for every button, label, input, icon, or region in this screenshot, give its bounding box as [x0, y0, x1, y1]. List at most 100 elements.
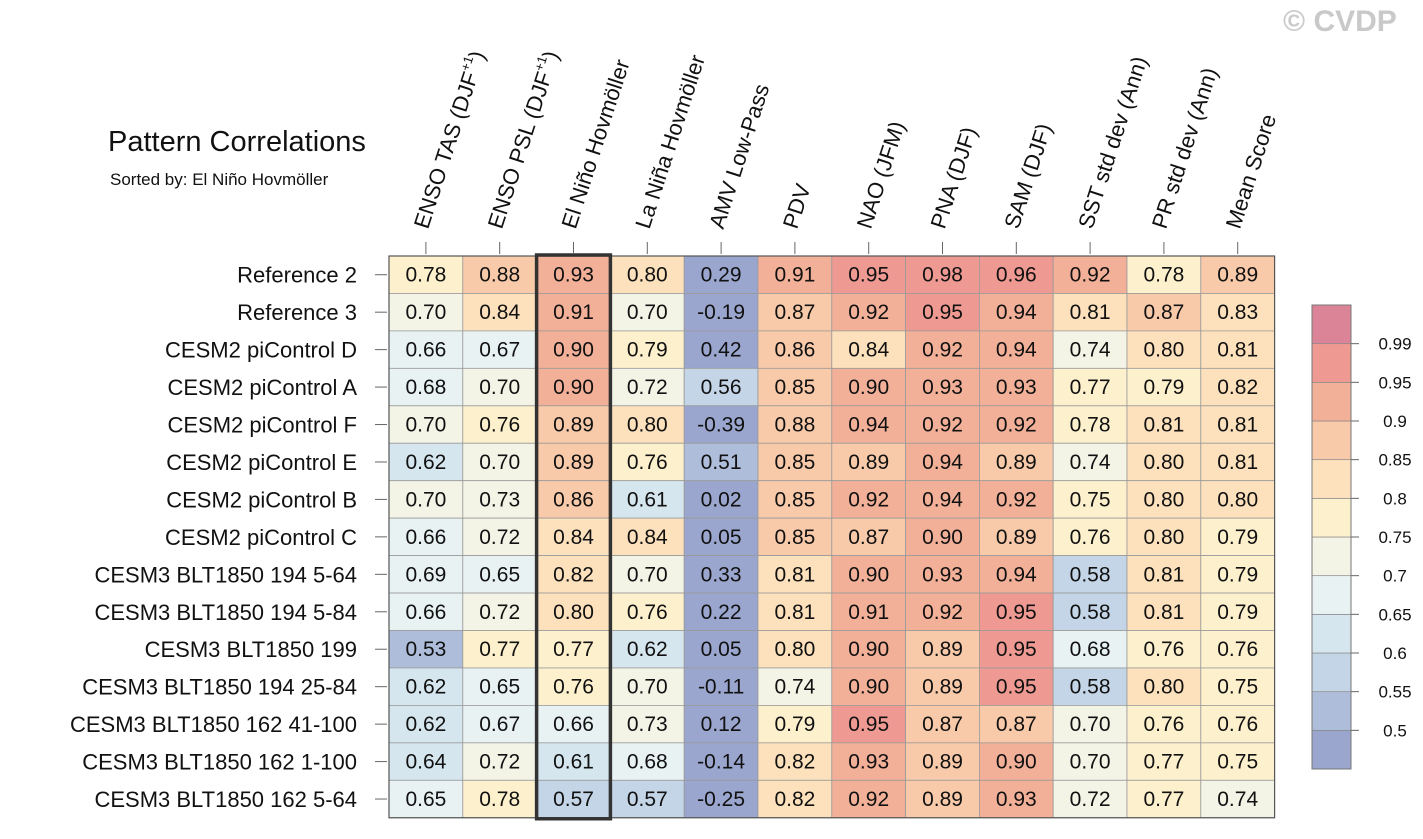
- cell-value-label: 0.92: [922, 339, 963, 362]
- column-label: PNA (DJF): [925, 124, 981, 232]
- row-label: CESM3 BLT1850 199: [145, 637, 357, 662]
- heatmap-cell: [979, 667, 1054, 706]
- cell-value-label: 0.81: [1143, 563, 1184, 586]
- row-label: Reference 3: [237, 300, 357, 325]
- heatmap-cell: [462, 442, 537, 482]
- cell-value-label: 0.80: [1217, 488, 1258, 511]
- colorbar-swatch: [1311, 381, 1352, 422]
- heatmap-cell: [610, 555, 685, 594]
- heatmap-cell: [757, 517, 833, 557]
- heatmap-cell: [757, 405, 833, 444]
- cell-value-label: 0.76: [553, 676, 594, 699]
- cell-value-label: 0.78: [1070, 414, 1111, 437]
- heatmap-cell: [905, 779, 980, 819]
- heatmap-cell: [831, 367, 906, 407]
- cell-value-label: 0.89: [848, 451, 889, 474]
- row-label: CESM3 BLT1850 194 5-84: [94, 600, 357, 625]
- heatmap-cell: [757, 480, 833, 519]
- cell-value-label: 0.89: [922, 788, 963, 811]
- column-labels: ENSO TAS (DJF+1)ENSO PSL (DJF+1)El Niño …: [407, 47, 1281, 232]
- heatmap-cell: [683, 667, 759, 706]
- heatmap-cells: [388, 253, 1276, 821]
- cell-value-label: 0.58: [1070, 601, 1111, 624]
- heatmap-cell: [1052, 592, 1128, 631]
- heatmap-cell: [905, 555, 980, 594]
- cell-value-label: 0.92: [922, 601, 963, 624]
- heatmap-cell: [757, 330, 833, 369]
- cell-value-label: 0.58: [1070, 563, 1111, 586]
- cell-value-label: 0.70: [627, 301, 668, 324]
- cell-value-label: 0.93: [848, 751, 889, 774]
- heatmap-cell: [1052, 517, 1128, 557]
- cell-value-label: 0.91: [848, 601, 889, 624]
- heatmap-cell: [979, 480, 1054, 519]
- cell-value-label: 0.29: [701, 264, 742, 287]
- colorbar-swatch: [1311, 691, 1352, 731]
- heatmap-cell: [1200, 480, 1276, 519]
- cell-value-label: 0.79: [627, 339, 668, 362]
- column-label: ENSO TAS (DJF+1): [407, 47, 490, 231]
- cell-value-label: 0.70: [627, 676, 668, 699]
- cell-value-label: 0.84: [553, 526, 594, 549]
- heatmap-cell: [1126, 592, 1202, 631]
- colorbar-label: 0.55: [1378, 683, 1411, 702]
- heatmap-cell: [610, 442, 685, 482]
- heatmap-cell: [1126, 480, 1202, 519]
- cell-value-label: 0.93: [996, 376, 1037, 399]
- heatmap-cell: [1200, 555, 1276, 594]
- heatmap-cell: [1052, 367, 1128, 407]
- heatmap-cell: [979, 592, 1054, 631]
- cell-value-label: 0.70: [405, 301, 446, 324]
- cell-value-label: 0.91: [774, 264, 815, 287]
- cell-value-label: 0.80: [774, 638, 815, 661]
- heatmap-cell: [1126, 779, 1202, 819]
- cell-value-label: 0.94: [996, 339, 1037, 362]
- heatmap-cell: [610, 742, 685, 781]
- heatmap-cell: [462, 705, 537, 744]
- cell-value-label: 0.95: [996, 676, 1037, 699]
- cell-value-label: 0.92: [996, 488, 1037, 511]
- cell-value-label: 0.87: [774, 301, 815, 324]
- cell-value-label: 0.89: [922, 676, 963, 699]
- cell-value-label: 0.89: [996, 526, 1037, 549]
- heatmap-cell: [979, 705, 1054, 744]
- column-label: ENSO PSL (DJF+1): [481, 47, 564, 231]
- cell-value-label: 0.79: [774, 713, 815, 736]
- cell-value-label: 0.80: [1143, 339, 1184, 362]
- heatmap-cell: [462, 367, 537, 407]
- heatmap-cell: [388, 367, 464, 407]
- row-label: CESM2 piControl F: [167, 413, 357, 438]
- cell-value-label: -0.14: [697, 751, 745, 774]
- heatmap-cell: [1126, 367, 1202, 407]
- heatmap-cell: [683, 592, 759, 631]
- cell-value-label: 0.05: [701, 526, 742, 549]
- column-label: NAO (JFM): [852, 118, 910, 231]
- cell-value-label: 0.95: [848, 713, 889, 736]
- cell-value-label: 0.93: [922, 376, 963, 399]
- cell-value-label: 0.94: [848, 414, 889, 437]
- heatmap-cell: [831, 592, 906, 631]
- heatmap-cell: [683, 367, 759, 407]
- cell-value-label: 0.76: [1143, 713, 1184, 736]
- heatmap-cell: [610, 330, 685, 369]
- cell-value-label: 0.84: [479, 301, 520, 324]
- cell-value-label: 0.87: [848, 526, 889, 549]
- heatmap-cell: [388, 705, 464, 744]
- cell-value-label: 0.51: [701, 451, 742, 474]
- heatmap-cell: [683, 779, 759, 819]
- heatmap-cell: [1052, 330, 1128, 369]
- cell-value-label: -0.25: [697, 788, 745, 811]
- chart-subtitle: Sorted by: El Niño Hovmöller: [110, 170, 329, 189]
- heatmap-cell: [388, 442, 464, 482]
- cell-value-label: 0.81: [1143, 414, 1184, 437]
- heatmap-cell: [1052, 630, 1128, 669]
- heatmap-cell: [388, 779, 464, 819]
- heatmap-cell: [979, 779, 1054, 819]
- cell-value-label: 0.74: [774, 676, 815, 699]
- heatmap-cell: [979, 330, 1054, 369]
- row-label: CESM2 piControl E: [166, 450, 357, 475]
- cell-value-label: 0.76: [1070, 526, 1111, 549]
- cell-value-label: 0.69: [405, 563, 446, 586]
- cell-value-label: 0.75: [1070, 488, 1111, 511]
- row-label: CESM3 BLT1850 162 1-100: [82, 750, 357, 775]
